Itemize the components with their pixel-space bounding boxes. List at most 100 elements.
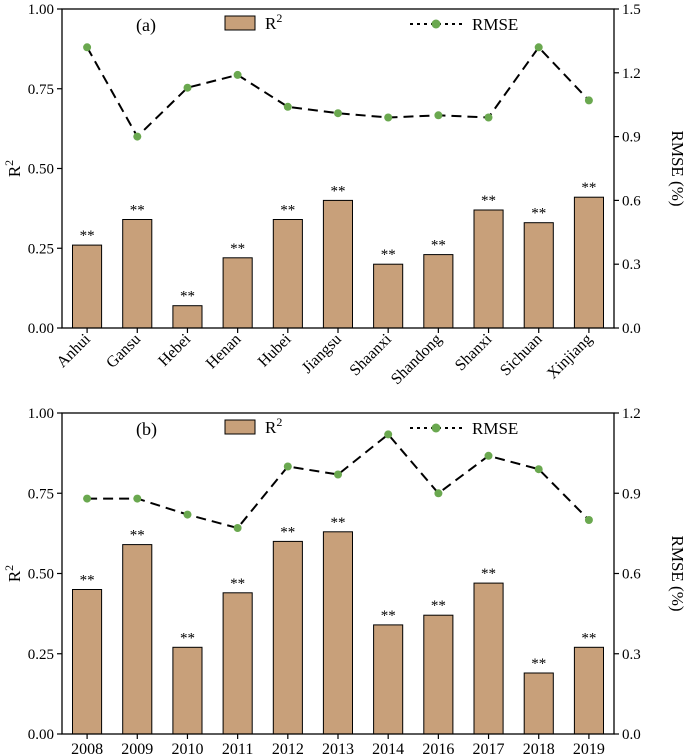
right-tick-label: 1.2	[622, 406, 641, 422]
significance-label: **	[481, 566, 496, 582]
bar-2016	[423, 614, 454, 735]
significance-label: **	[180, 630, 195, 646]
bar-Anhui	[72, 244, 103, 329]
rmse-point	[133, 132, 142, 141]
significance-label: **	[80, 573, 95, 589]
right-tick-label: 0.0	[622, 321, 641, 337]
significance-label: **	[531, 206, 546, 222]
x-tick-label: 2011	[222, 741, 253, 756]
significance-label: **	[581, 630, 596, 646]
significance-label: **	[180, 289, 195, 305]
rmse-line	[87, 433, 590, 530]
rmse-point	[384, 430, 393, 439]
bar-2008	[72, 589, 103, 735]
bar-Hubei	[272, 219, 303, 329]
x-tick-label: 2008	[71, 741, 103, 756]
legend-r2-label-sup: 2	[276, 415, 282, 429]
rmse-point	[283, 462, 292, 471]
left-tick-label: 0.50	[28, 162, 54, 178]
significance-label: **	[230, 576, 245, 592]
panel-label: (a)	[136, 15, 156, 36]
rmse-point	[183, 510, 192, 519]
rmse-point	[233, 524, 242, 532]
significance-label: **	[80, 228, 95, 244]
bar-2017	[473, 582, 504, 735]
bar-Hebei	[172, 305, 203, 329]
x-tick-label: Shanxi	[452, 330, 496, 374]
bar-Shanxi	[473, 209, 504, 329]
x-tick-label: 2014	[372, 741, 404, 756]
rmse-point	[434, 111, 443, 120]
bar-2012	[272, 540, 303, 735]
legend-marker	[431, 19, 441, 29]
significance-label: **	[130, 203, 145, 219]
significance-label: **	[431, 238, 446, 254]
right-tick-label: 0.9	[622, 486, 641, 502]
bar-2009	[122, 544, 153, 735]
left-tick-label: 0.25	[28, 647, 54, 663]
x-tick-label: 2019	[573, 741, 605, 756]
y2-axis-title: RMSE (%)	[668, 130, 685, 206]
rmse-point	[484, 451, 493, 460]
significance-label: **	[381, 608, 396, 624]
y2-axis-title: RMSE (%)	[668, 535, 685, 611]
right-tick-label: 1.2	[622, 66, 641, 82]
right-tick-label: 1.5	[622, 2, 641, 18]
significance-label: **	[331, 515, 346, 531]
rmse-point	[133, 494, 142, 503]
rmse-point	[183, 83, 192, 92]
legend-r2-label: R2	[265, 11, 282, 33]
rmse-point	[83, 43, 92, 52]
panel-label: (b)	[136, 419, 157, 440]
significance-label: **	[431, 598, 446, 614]
bar-Henan	[222, 257, 253, 329]
x-tick-label: Anhui	[54, 330, 95, 371]
left-tick-label: 0.25	[28, 241, 54, 257]
significance-label: **	[381, 247, 396, 263]
left-tick-label: 1.00	[28, 2, 54, 18]
rmse-point	[83, 494, 92, 503]
right-tick-label: 0.0	[622, 727, 641, 743]
x-tick-label: 2012	[272, 741, 304, 756]
x-tick-label: Jiangsu	[299, 331, 345, 377]
x-tick-label: 2016	[422, 741, 454, 756]
significance-label: **	[230, 241, 245, 257]
rmse-point	[484, 113, 493, 122]
x-tick-label: Sichuan	[497, 331, 545, 379]
bar-2013	[322, 531, 353, 735]
bar-2019	[573, 646, 605, 735]
x-tick-label: 2017	[473, 741, 505, 756]
legend-bar-swatch	[224, 15, 256, 31]
bar-Shandong	[423, 254, 454, 329]
rmse-point	[283, 102, 292, 111]
left-tick-label: 1.00	[28, 406, 54, 422]
y-axis-title-base: R	[5, 570, 24, 582]
legend-r2-label: R2	[265, 415, 282, 437]
bar-Gansu	[122, 219, 153, 329]
x-tick-label: 2018	[523, 741, 555, 756]
y-axis-title: R2	[2, 565, 24, 582]
bar-Shaanxi	[373, 263, 404, 329]
bar-2010	[172, 646, 203, 735]
legend-r2-label-sup: 2	[276, 11, 282, 25]
legend-bar-swatch	[224, 419, 256, 435]
left-tick-label: 0.75	[28, 486, 54, 502]
legend-marker	[431, 423, 441, 433]
legend-r2-label-base: R	[265, 14, 277, 33]
rmse-line	[86, 45, 590, 139]
y-axis-title: R2	[2, 160, 24, 177]
rmse-point	[584, 516, 593, 524]
right-tick-label: 0.6	[622, 567, 641, 583]
x-tick-label: 2013	[322, 741, 354, 756]
rmse-point	[534, 465, 543, 474]
rmse-point	[584, 96, 593, 105]
left-tick-label: 0.00	[28, 321, 54, 337]
rmse-point	[534, 43, 543, 52]
x-tick-label: Shandong	[388, 331, 445, 388]
y-axis-title-sup: 2	[2, 565, 16, 571]
right-tick-label: 0.3	[622, 257, 641, 273]
right-tick-label: 0.6	[622, 193, 641, 209]
y-axis-title-sup: 2	[2, 160, 16, 166]
significance-label: **	[481, 193, 496, 209]
left-tick-label: 0.75	[28, 82, 54, 98]
